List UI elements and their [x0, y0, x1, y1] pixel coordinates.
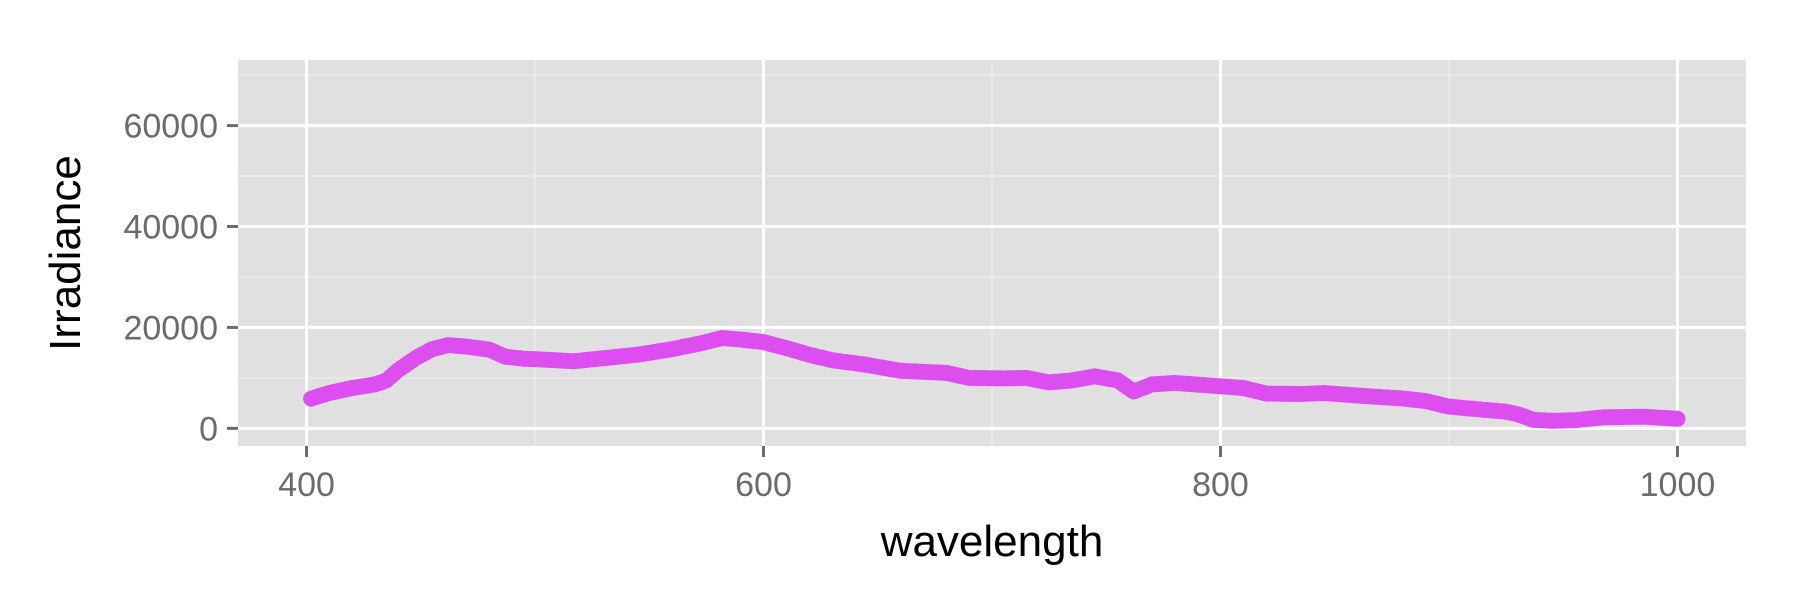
x-axis: 400 600 800 1000 [278, 446, 1715, 504]
x-tick-label: 600 [735, 466, 792, 504]
x-axis-title: wavelength [880, 517, 1104, 566]
data-points [303, 330, 1686, 429]
y-tick-label: 20000 [123, 309, 218, 347]
y-tick-label: 40000 [123, 209, 218, 247]
y-tick-label: 0 [199, 410, 218, 448]
y-axis: 0 20000 40000 60000 [123, 108, 238, 448]
data-point [1669, 410, 1686, 427]
x-tick-label: 1000 [1640, 466, 1716, 504]
y-axis-title: Irradiance [41, 155, 90, 351]
x-tick-label: 400 [278, 466, 335, 504]
x-tick-label: 800 [1192, 466, 1249, 504]
y-tick-label: 60000 [123, 108, 218, 146]
